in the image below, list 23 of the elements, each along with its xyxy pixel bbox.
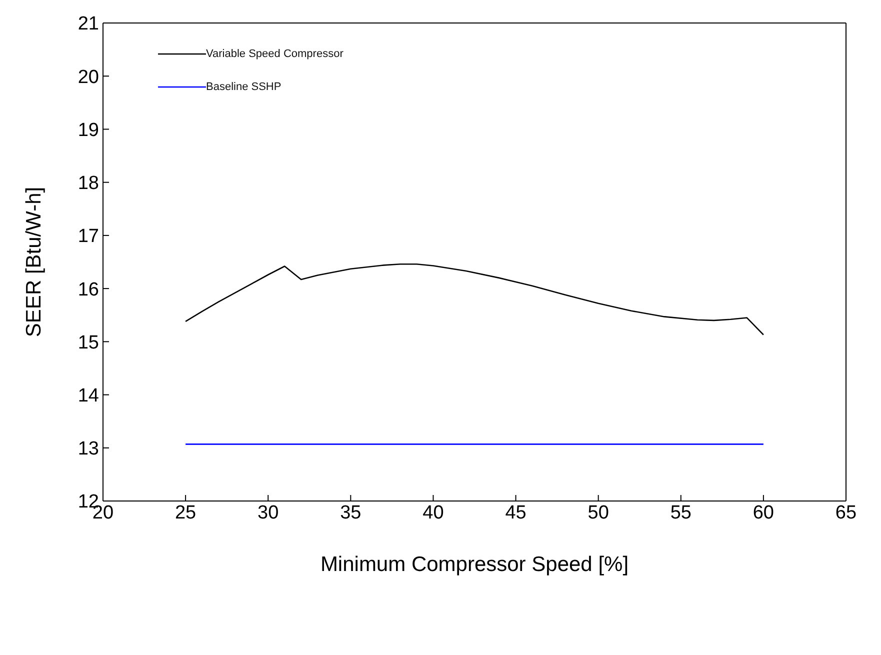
y-tick-label: 21 [78, 14, 99, 35]
y-tick-label: 19 [78, 120, 99, 141]
legend-label: Variable Speed Compressor [206, 48, 344, 60]
legend-label: Baseline SSHP [206, 81, 282, 93]
x-tick-label: 25 [174, 502, 196, 524]
y-tick-label: 14 [78, 386, 100, 407]
y-tick-label: 15 [78, 332, 99, 354]
x-axis-title: Minimum Compressor Speed [%] [320, 553, 629, 576]
x-tick-label: 45 [505, 502, 526, 524]
y-axis-title: SEER [Btu/W-h] [22, 186, 46, 338]
x-tick-label: 55 [670, 502, 692, 524]
y-tick-label: 20 [78, 66, 99, 88]
x-tick-label: 50 [588, 502, 609, 524]
y-tick-label: 18 [78, 173, 99, 194]
x-tick-label: 35 [340, 502, 362, 524]
x-tick-label: 40 [422, 502, 444, 524]
x-tick-label: 30 [258, 502, 279, 524]
line-series [184, 263, 764, 336]
y-tick-label: 17 [78, 226, 99, 248]
y-tick-label: 16 [78, 279, 99, 300]
x-tick-label: 60 [752, 502, 774, 524]
y-tick-label: 13 [78, 438, 99, 460]
x-tick-label: 65 [835, 502, 857, 524]
